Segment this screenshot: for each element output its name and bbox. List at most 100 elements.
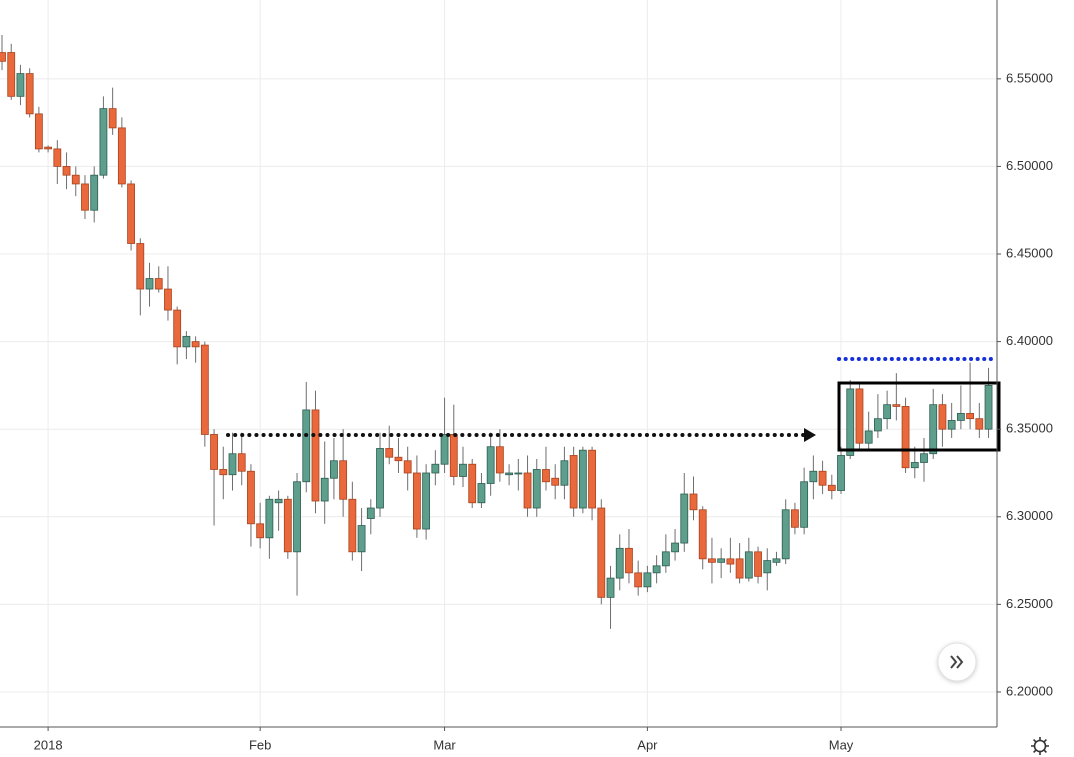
candle-body <box>864 430 873 444</box>
candle-body <box>127 183 135 244</box>
candle-body <box>7 52 16 97</box>
candle-body <box>412 472 421 530</box>
candle-body <box>283 498 292 553</box>
candle-body <box>615 547 624 579</box>
candle-body <box>754 551 762 577</box>
candle-body <box>837 455 845 491</box>
candle-body <box>154 278 163 290</box>
candle-body <box>791 509 799 528</box>
candle-body <box>477 483 486 504</box>
candle-body <box>210 434 218 470</box>
candle-body <box>532 469 541 509</box>
candle-body <box>744 551 753 579</box>
candles <box>0 35 993 629</box>
candle-body <box>781 509 790 560</box>
candle-body <box>459 463 467 477</box>
candle-body <box>90 174 99 211</box>
candle-body <box>330 460 338 479</box>
grid <box>0 0 997 727</box>
candle-body <box>62 166 71 176</box>
candle-body <box>265 498 274 539</box>
candle-body <box>634 572 643 588</box>
candle-body <box>606 577 615 598</box>
settings-gear[interactable] <box>1031 737 1049 755</box>
candle-body <box>237 453 246 472</box>
candle-body <box>394 456 403 462</box>
candle-body <box>53 148 62 167</box>
candle-body <box>938 404 947 430</box>
candle-body <box>311 409 320 502</box>
arrow-head <box>804 428 816 442</box>
candle-body <box>569 455 578 509</box>
candle-body <box>514 472 523 475</box>
candle-body <box>597 507 606 598</box>
candle-body <box>735 558 744 579</box>
candle-body <box>689 493 698 511</box>
y-tick-label: 6.55000 <box>1006 70 1053 85</box>
gear-ring[interactable] <box>1033 739 1047 753</box>
scroll-button[interactable] <box>937 642 977 682</box>
candle-body <box>956 413 965 421</box>
candle-body <box>966 413 974 420</box>
candle-body <box>136 243 145 290</box>
candle-body <box>505 472 514 476</box>
y-tick-label: 6.20000 <box>1006 683 1053 698</box>
candle-body <box>542 469 550 483</box>
candle-body <box>81 183 89 211</box>
candle-body <box>763 560 772 574</box>
gear-teeth[interactable] <box>1031 737 1049 755</box>
candle-body <box>772 558 781 563</box>
candle-body <box>486 446 495 484</box>
candle-body <box>366 507 375 519</box>
candle-body <box>661 551 670 567</box>
candle-body <box>376 448 384 509</box>
candle-body <box>717 558 726 563</box>
candle-body <box>145 278 154 290</box>
candle-body <box>920 453 928 463</box>
candle-body <box>320 477 329 502</box>
candle-body <box>71 174 80 185</box>
candle-body <box>855 388 864 444</box>
candle-body <box>440 434 449 465</box>
candle-body <box>846 388 855 456</box>
candle-body <box>34 113 43 150</box>
candle-body <box>44 146 52 150</box>
candle-body <box>495 446 504 474</box>
candle-body <box>643 572 652 588</box>
candle-body <box>99 108 108 176</box>
x-tick-label: 2018 <box>34 737 63 752</box>
y-tick-label: 6.45000 <box>1006 245 1053 260</box>
y-tick-label: 6.40000 <box>1006 333 1053 348</box>
candle-body <box>431 463 440 474</box>
x-tick-label: Apr <box>637 737 658 752</box>
range-box <box>837 381 1001 452</box>
candle-body <box>892 404 901 407</box>
candle-body <box>698 509 707 560</box>
candle-body <box>274 498 283 504</box>
candle-body <box>578 449 587 509</box>
candle-body <box>228 453 237 476</box>
scroll-icon[interactable] <box>950 655 964 669</box>
candle-body <box>910 462 919 469</box>
candle-body <box>680 493 689 544</box>
candle-body <box>164 288 172 311</box>
y-tick-label: 6.50000 <box>1006 158 1053 173</box>
candle-body <box>800 481 809 528</box>
candle-body <box>449 434 458 477</box>
candle-body <box>726 558 735 565</box>
candle-body <box>16 73 25 97</box>
candle-body <box>0 52 6 62</box>
candle-body <box>523 472 532 509</box>
candle-body <box>339 460 348 500</box>
y-tick-label: 6.25000 <box>1006 596 1053 611</box>
candle-body <box>984 384 993 430</box>
candle-body <box>827 484 836 491</box>
candle-body <box>560 460 569 486</box>
candle-body <box>947 420 956 430</box>
candle-body <box>468 463 477 504</box>
candle-body <box>302 409 311 483</box>
candle-body <box>652 565 661 574</box>
candle-body <box>25 73 34 115</box>
